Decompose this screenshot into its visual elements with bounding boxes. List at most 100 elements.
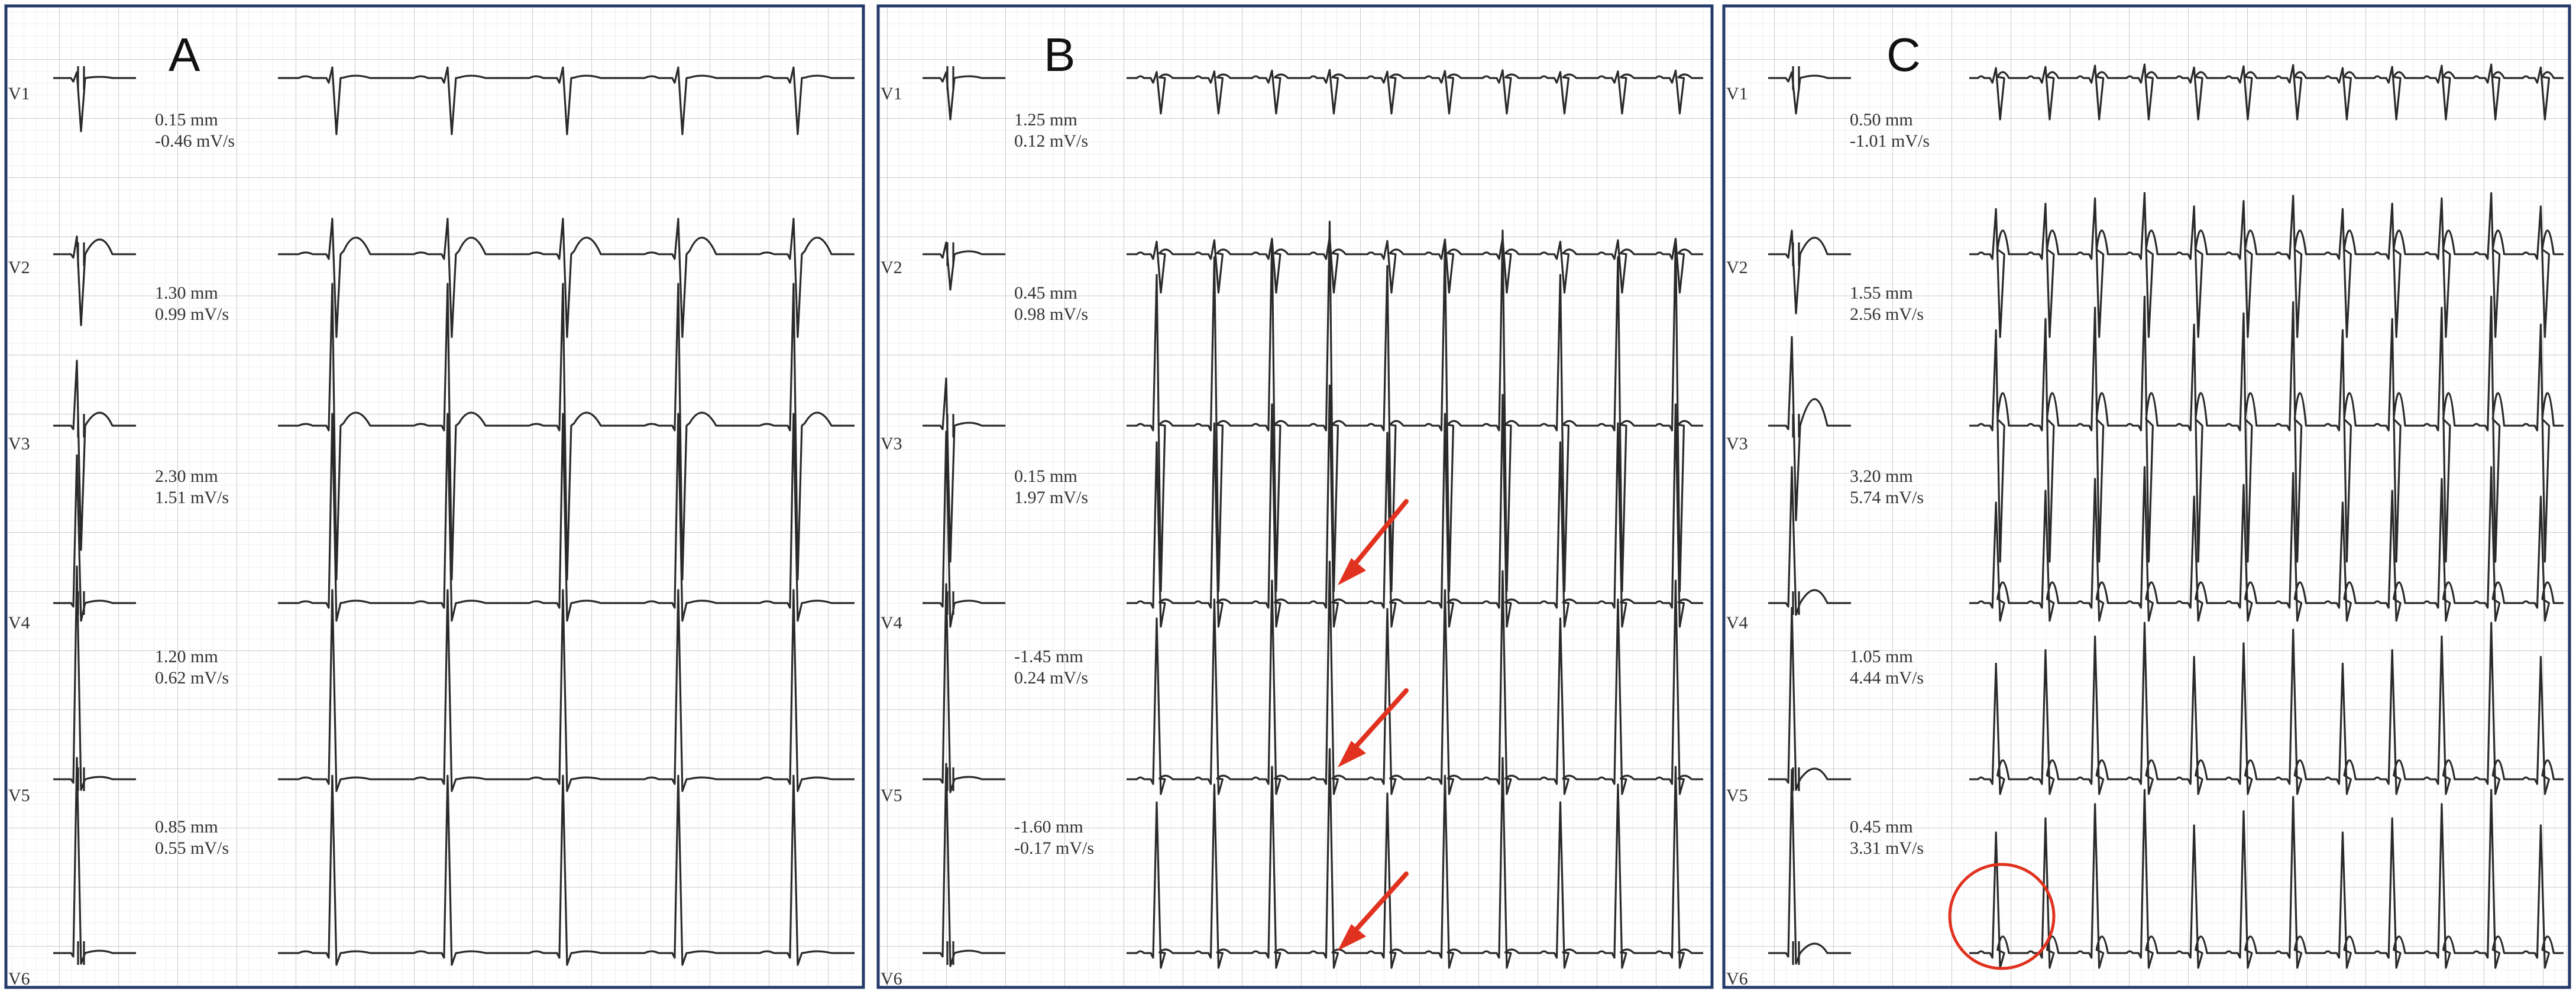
panel-a-v1-reference-beat-cal (77, 66, 85, 90)
panel-a-v5-reference-beat (53, 565, 136, 791)
panel-a-v5-slope: 0.55 mV/s (155, 838, 229, 858)
panel-a-lead-label-v2: V2 (8, 258, 30, 277)
panel-b-v4-rhythm-strip (1127, 384, 1703, 628)
panel-a-v5-measurement: 0.85 mm (155, 817, 218, 837)
panel-b-v1-rhythm-strip (1127, 69, 1703, 115)
panel-c-v5-slope: 3.31 mV/s (1850, 838, 1924, 858)
panel-b-frame (876, 4, 1714, 989)
panel-b-v3-reference-beat (923, 377, 1005, 563)
panel-b-v5-measurement: -1.60 mm (1014, 817, 1083, 837)
panel-b-lead-label-v3: V3 (881, 434, 902, 453)
panel-b-v1-measurement: 1.25 mm (1014, 110, 1077, 129)
panel-b-v2-reference-beat-cal (946, 242, 954, 266)
panel-a-v1-measurement: 0.15 mm (155, 110, 218, 129)
panel-c-grid (1724, 6, 2569, 987)
panel-c-v5-measurement: 0.45 mm (1850, 817, 1913, 837)
panel-b-v6-reference-beat-cal (946, 941, 954, 965)
panel-c-frame (1722, 4, 2571, 989)
panel-c-lead-label-v4: V4 (1726, 613, 1748, 633)
panel-b-v1-slope: 0.12 mV/s (1014, 131, 1088, 151)
panel-a-v2-slope: 0.99 mV/s (155, 304, 229, 324)
panel-b-arrows (1338, 499, 1409, 951)
panel-b-v2-rhythm-strip (1127, 236, 1703, 294)
panel-b-v2-slope: 0.98 mV/s (1014, 304, 1088, 324)
panel-c-v1-reference-beat-cal (1792, 66, 1800, 90)
panel-c-v1-measurement: 0.50 mm (1850, 110, 1913, 129)
panel-c-v4-rhythm-strip (1969, 466, 2564, 622)
panel-b-lead-label-v6: V6 (881, 969, 902, 989)
panel-b-v6-reference-beat (923, 763, 1005, 967)
panel-c-v2-reference-beat-cal (1792, 242, 1800, 266)
panel-b-lead-label-v5: V5 (881, 786, 902, 805)
panel-c-lead-label-v3: V3 (1726, 434, 1748, 453)
arrow-v4 (1338, 499, 1409, 585)
panel-c-v1-reference-beat (1768, 71, 1851, 115)
panel-c-v6-reference-beat-cal (1792, 941, 1800, 965)
panel-b-v3-slope: 1.97 mV/s (1014, 488, 1088, 507)
panel-b-v1-reference-beat (923, 71, 1005, 121)
panel-c-v4-reference-beat (1768, 466, 1851, 616)
panel-c-v5-rhythm-strip (1969, 621, 2564, 795)
panel-b-v1-reference-beat-cal (946, 66, 954, 90)
panel-a-v3-reference-beat-cal (77, 414, 85, 438)
panel-b-v5-reference-beat (923, 583, 1005, 793)
panel-c-v3-reference-beat (1768, 336, 1851, 521)
panel-c-v1-slope: -1.01 mV/s (1850, 131, 1930, 151)
panel-a-v4-rhythm-strip (278, 413, 855, 622)
panel-b-v4-reference-beat (923, 430, 1005, 628)
panel-a-v5-rhythm-strip (278, 589, 855, 792)
panel-a-traces (53, 66, 855, 966)
panel-b-v3-reference-beat-cal (946, 414, 954, 438)
panel-c-v3-rhythm-strip (1969, 295, 2564, 563)
panel-b-grid (878, 6, 1712, 987)
panel-a-lead-label-v5: V5 (8, 786, 30, 805)
panel-a-v3-rhythm-strip (278, 283, 855, 581)
panel-a-v3-reference-beat (53, 359, 136, 551)
panel-a-lead-label-v6: V6 (8, 969, 30, 989)
panel-b-lead-label-v1: V1 (881, 84, 902, 103)
panel-c-v2-slope: 2.56 mV/s (1850, 304, 1924, 324)
panel-a-v6-rhythm-strip (278, 775, 855, 966)
panel-c-lead-label-v1: V1 (1726, 84, 1748, 103)
panel-a-labels: V1 0.15 mm -0.46 mV/s V2 1.30 mm0.99 mV/s V3 2… (8, 84, 235, 989)
panel-a-v4-measurement: 1.20 mm (155, 647, 218, 666)
panel-a-v3-slope: 1.51 mV/s (155, 488, 229, 507)
panel-b-letter: B (1044, 28, 1075, 81)
panel-a-lead-label-v1: V1 (8, 84, 30, 103)
panel-c-v4-measurement: 1.05 mm (1850, 647, 1913, 666)
panel-c-lead-label-v5: V5 (1726, 786, 1748, 805)
panel-b-v5-slope: -0.17 mV/s (1014, 838, 1094, 858)
panel-c: C V1 0.50 mm -1.01 mV/s V2 1.55 mm2.56 mV/s V… (1722, 4, 2571, 989)
panel-b-v4-measurement: -1.45 mm (1014, 647, 1083, 666)
panel-a-frame (4, 4, 865, 989)
panel-a-lead-label-v4: V4 (8, 613, 30, 633)
panel-b-v2-measurement: 0.45 mm (1014, 283, 1077, 303)
panel-b-labels: V1 1.25 mm 0.12 mV/s V2 0.45 mm0.98 mV/s V3 0.… (881, 84, 1094, 989)
panel-c-v3-slope: 5.74 mV/s (1850, 488, 1924, 507)
panel-c-v4-slope: 4.44 mV/s (1850, 668, 1924, 688)
panel-b-v5-rhythm-strip (1127, 560, 1703, 795)
panel-b-traces (923, 66, 1703, 969)
panel-c-lead-label-v6: V6 (1726, 969, 1748, 989)
panel-c-v2-rhythm-strip (1969, 192, 2564, 338)
panel-b-v6-rhythm-strip (1127, 748, 1703, 969)
panel-c-v3-reference-beat-cal (1792, 414, 1800, 438)
panel-a-v2-reference-beat (53, 235, 136, 326)
circled-beat-v6 (1948, 863, 2056, 970)
panel-a-v3-measurement: 2.30 mm (155, 466, 218, 486)
panel-c-v4-reference-beat-cal (1792, 591, 1800, 615)
panel-b-lead-label-v4: V4 (881, 613, 902, 633)
panel-c-v6-rhythm-strip (1969, 789, 2564, 969)
panel-c-v5-reference-beat (1768, 607, 1851, 791)
panel-a-v6-reference-beat-cal (77, 941, 85, 965)
panel-c-v2-reference-beat (1768, 229, 1851, 315)
panel-c-v2-measurement: 1.55 mm (1850, 283, 1913, 303)
panel-c-letter: C (1886, 28, 1921, 81)
panel-c-lead-label-v2: V2 (1726, 258, 1748, 277)
panel-c-traces (1768, 63, 2564, 969)
panel-a-grid (6, 6, 863, 987)
panel-a-v4-reference-beat (53, 454, 136, 622)
panel-a-v2-rhythm-strip (278, 218, 855, 338)
